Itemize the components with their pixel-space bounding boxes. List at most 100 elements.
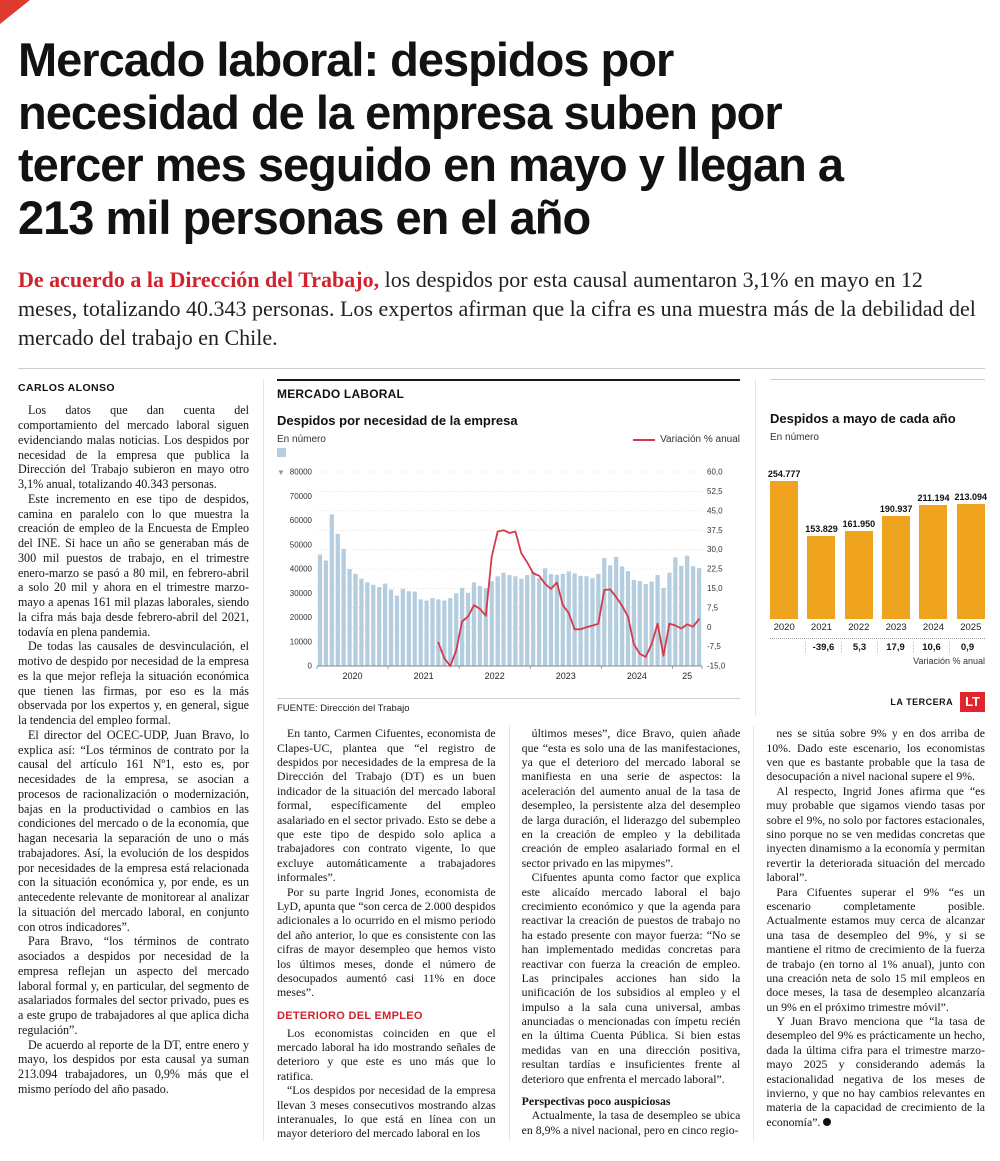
annual-bar-column: 254.777 <box>767 469 801 620</box>
svg-text:40000: 40000 <box>290 565 313 574</box>
chart-despidos-anuales: Despidos a mayo de cada año En número 25… <box>755 379 987 717</box>
svg-text:2021: 2021 <box>414 671 434 681</box>
svg-text:37,5: 37,5 <box>707 526 723 535</box>
column-1-text: Los datos que dan cuenta del comportamie… <box>18 403 249 1096</box>
monthly-chart-plot: ▼ 60,0 52,5 45,0 37,5 30,0 22,5 15,0 7,5 0 -7,5 -15… <box>277 462 740 690</box>
lead-text: los despidos por esta causal aumentaron … <box>18 266 976 351</box>
article-paragraph: El director del OCEC-UDP, Juan Bravo, lo… <box>18 727 249 934</box>
year-label: 2022 <box>848 622 870 634</box>
article-header: Mercado laboral: despidos por necesidad … <box>18 33 985 353</box>
article-paragraph: últimos meses”, dice Bravo, quien añade … <box>521 726 741 870</box>
article-paragraph: De acuerdo al reporte de la DT, entre en… <box>18 1037 249 1096</box>
article-paragraph: En tanto, Carmen Cifuentes, economista d… <box>277 726 496 885</box>
bar <box>956 504 985 620</box>
bar-value-label: 190.937 <box>879 504 913 515</box>
bottom-text-columns: En tanto, Carmen Cifuentes, economista d… <box>277 726 985 1141</box>
chart-source: FUENTE: Dirección del Trabajo <box>277 698 740 716</box>
svg-text:▼: ▼ <box>277 468 285 477</box>
byline: CARLOS ALONSO <box>18 382 115 395</box>
annual-year-labels: 2020 2021 2022 2023 2024 2025 <box>770 622 985 633</box>
variation-value: -39,6 <box>805 642 841 654</box>
article-column-1: CARLOS ALONSO Los datos que dan cuenta d… <box>18 379 263 1141</box>
svg-text:2022: 2022 <box>485 671 505 681</box>
article-paragraph: Al respecto, Ingrid Jones afirma que “es… <box>766 783 986 885</box>
year-label: 2021 <box>810 622 833 634</box>
annual-bar-column: 211.194 <box>917 493 950 620</box>
right-zone: MERCADO LABORAL Despidos por necesidad d… <box>263 379 987 1141</box>
variation-value: 17,9 <box>877 642 913 654</box>
svg-text:50000: 50000 <box>290 541 313 550</box>
year-label: 2025 <box>960 622 982 634</box>
chart-despidos-mensuales: MERCADO LABORAL Despidos por necesidad d… <box>277 379 755 716</box>
bar-value-label: 211.194 <box>917 493 950 504</box>
headline: Mercado laboral: despidos por necesidad … <box>18 33 844 244</box>
article-paragraph: Actualmente, la tasa de desempleo se ubi… <box>521 1108 741 1137</box>
annual-chart-top-rule <box>770 379 985 411</box>
article-paragraph: Por su parte Ingrid Jones, economista de… <box>277 884 496 1000</box>
bar <box>807 536 836 620</box>
article-paragraph: Este incremento en ese tipo de despidos,… <box>18 491 249 639</box>
variation-caption: Variación % anual <box>913 656 985 667</box>
article-column-4: nes se sitúa sobre 9% y en dos arriba de… <box>753 726 985 1141</box>
annual-chart-plot: 254.777 153.829 161.950 190.937 211.194 213.0… <box>767 443 987 654</box>
svg-text:30,0: 30,0 <box>707 545 723 554</box>
annual-bar-column: 161.950 <box>842 519 876 620</box>
line-legend-label: Variación % anual <box>660 434 740 446</box>
bar-value-label: 254.777 <box>767 469 801 480</box>
monthly-chart-svg: ▼ 60,0 52,5 45,0 37,5 30,0 22,5 15,0 7,5 0 -7,5 -15… <box>277 468 726 681</box>
annual-chart-unit-label: En número <box>770 432 819 444</box>
column-4-text: nes se sitúa sobre 9% y en dos arriba de… <box>766 726 985 1129</box>
svg-text:52,5: 52,5 <box>707 487 723 496</box>
bar <box>844 531 873 620</box>
bars-legend-swatch-icon <box>277 448 286 458</box>
article-paragraph: De todas las causales de desvinculación,… <box>18 639 249 727</box>
annual-bars: 254.777 153.829 161.950 190.937 211.194 213.0… <box>767 449 987 620</box>
svg-text:20000: 20000 <box>290 613 313 622</box>
variation-value: 10,6 <box>913 642 949 654</box>
lt-logo: LT <box>960 692 985 713</box>
bar-value-label: 161.950 <box>842 519 876 530</box>
article-body: CARLOS ALONSO Los datos que dan cuenta d… <box>18 368 987 1141</box>
svg-text:70000: 70000 <box>290 492 313 501</box>
svg-text:-7,5: -7,5 <box>707 642 721 651</box>
variation-value <box>770 642 805 653</box>
bar <box>919 505 948 620</box>
column-2-text: En tanto, Carmen Cifuentes, economista d… <box>277 726 496 1141</box>
corner-flag-icon <box>0 0 30 24</box>
svg-text:2023: 2023 <box>556 671 576 681</box>
article-paragraph: Los economistas coinciden en que el merc… <box>277 1025 496 1083</box>
svg-text:45,0: 45,0 <box>707 507 723 516</box>
lead-highlight: De acuerdo a la Dirección del Trabajo, <box>18 266 380 292</box>
article-column-3: últimos meses”, dice Bravo, quien añade … <box>508 726 754 1141</box>
svg-text:2024: 2024 <box>627 671 647 681</box>
svg-text:0: 0 <box>308 662 313 671</box>
article-paragraph: nes se sitúa sobre 9% y en dos arriba de… <box>766 726 986 784</box>
article-subhead-bold: Perspectivas poco auspiciosas <box>521 1094 671 1109</box>
article-paragraph: “Los despidos por necesidad de la empres… <box>277 1083 496 1141</box>
svg-text:2020: 2020 <box>343 671 363 681</box>
line-legend-swatch-icon <box>633 438 656 441</box>
svg-text:10000: 10000 <box>290 638 313 647</box>
lead-paragraph: De acuerdo a la Dirección del Trabajo, l… <box>18 265 985 353</box>
svg-text:15,0: 15,0 <box>707 584 723 593</box>
annual-variation-row: -39,6 5,3 17,9 10,6 0,9 <box>770 638 985 654</box>
variation-value: 5,3 <box>841 642 877 654</box>
svg-text:-15,0: -15,0 <box>707 662 726 671</box>
bars-legend: En número <box>277 434 326 460</box>
year-label: 2020 <box>773 622 795 634</box>
svg-text:0: 0 <box>707 623 712 632</box>
bar-value-label: 153.829 <box>805 524 838 535</box>
annual-chart-title: Despidos a mayo de cada año <box>770 411 956 427</box>
annual-bar-column: 213.094 <box>955 492 987 620</box>
line-legend: Variación % anual <box>633 434 740 445</box>
svg-text:80000: 80000 <box>290 468 313 477</box>
article-paragraph: Cifuentes apunta como factor que explica… <box>521 870 741 1086</box>
svg-text:60000: 60000 <box>290 516 313 525</box>
monthly-chart-legend: En número Variación % anual <box>277 434 740 460</box>
article-paragraph: Para Bravo, “los términos de contrato as… <box>18 934 249 1037</box>
svg-text:7,5: 7,5 <box>707 604 719 613</box>
chart-unit-label: En número <box>277 434 326 446</box>
article-column-2: En tanto, Carmen Cifuentes, economista d… <box>277 726 509 1141</box>
infographic-block: MERCADO LABORAL Despidos por necesidad d… <box>277 379 987 717</box>
